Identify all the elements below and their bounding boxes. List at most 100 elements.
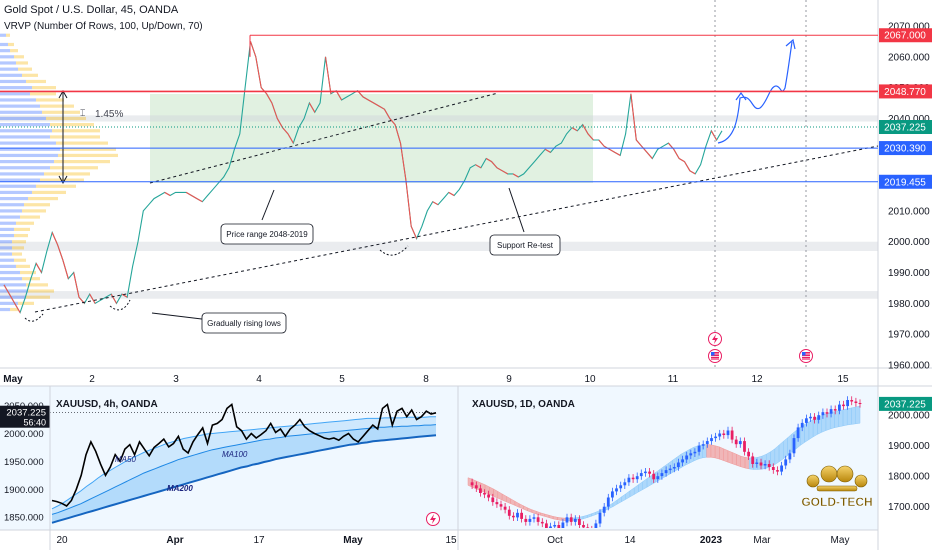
- vrvp-up-bar: [0, 116, 46, 121]
- candle-body: [503, 506, 507, 510]
- pane-4h-title: XAUUSD, 4h, OANDA: [56, 399, 158, 410]
- y-tick-label: 1990.000: [888, 268, 930, 279]
- candle-body: [507, 509, 511, 516]
- price-segment-down: [389, 118, 396, 125]
- vrvp-down-bar: [14, 227, 30, 231]
- rising-support-line[interactable]: [34, 145, 878, 313]
- vrvp-down-bar: [26, 79, 46, 84]
- price-segment-down: [62, 260, 69, 279]
- gold-tech-wordmark: GOLD-TECH: [801, 495, 872, 509]
- candle-body: [829, 409, 833, 414]
- lightning-icon[interactable]: [708, 332, 722, 346]
- ma-ribbon-segment: [719, 446, 724, 461]
- candle-body: [805, 418, 808, 423]
- price-segment-down: [571, 127, 578, 132]
- ma-label: MA50: [115, 455, 136, 464]
- price-segment-down: [164, 191, 171, 196]
- vrvp-up-bar: [0, 92, 30, 96]
- vrvp-down-bar: [18, 301, 34, 305]
- price-segment-down: [266, 93, 273, 104]
- candle-body: [664, 470, 668, 474]
- price-segment-down: [582, 124, 589, 135]
- callout-price-range[interactable]: Price range 2048-2019: [220, 223, 314, 245]
- vrvp-down-bar: [46, 116, 86, 121]
- last-price-tag-1d: [879, 396, 932, 411]
- vrvp-up-bar: [0, 196, 28, 201]
- vrvp-down-bar: [26, 283, 48, 287]
- price-segment-down: [485, 158, 492, 163]
- vrvp-down-bar: [12, 252, 22, 256]
- vrvp-up-bar: [0, 110, 42, 114]
- vrvp-down-bar: [16, 264, 30, 268]
- candle-body: [573, 518, 577, 522]
- ma-ribbon-segment: [821, 413, 827, 433]
- support-zone-band: [0, 291, 878, 299]
- price-level-tag: [879, 120, 932, 135]
- vrvp-up-bar: [0, 258, 14, 262]
- vrvp-down-bar: [16, 221, 34, 225]
- x-tick-label: 2: [89, 374, 95, 385]
- vrvp-up-bar: [0, 135, 50, 139]
- forecast-path[interactable]: [717, 41, 793, 144]
- x-tick-label: 10: [584, 374, 596, 385]
- price-segment-down: [110, 293, 117, 304]
- vrvp-up-bar: [0, 203, 24, 207]
- candle-body: [672, 467, 676, 469]
- ma-ribbon-fill-inner: [52, 424, 436, 523]
- ma-ribbon-segment: [842, 408, 848, 427]
- vrvp-up-bar: [0, 61, 16, 65]
- vrvp-down-bar: [14, 55, 24, 59]
- vrvp-down-bar: [22, 73, 38, 77]
- volume-profile: [0, 33, 118, 312]
- candle-body: [598, 512, 602, 524]
- candle-body: [747, 451, 750, 457]
- candle-body: [606, 497, 610, 507]
- vrvp-up-bar: [0, 252, 12, 256]
- candle-body: [660, 473, 664, 477]
- vrvp-down-bar: [24, 203, 50, 207]
- x-tick-label: 8: [423, 374, 429, 385]
- y-tick-label-1d: 1900.000: [888, 441, 930, 452]
- callout-rising-lows[interactable]: Gradually rising lows: [201, 312, 287, 334]
- candle-body: [623, 482, 627, 486]
- price-level-tag: [879, 141, 932, 156]
- y-tick-label: 2000.000: [888, 237, 930, 248]
- range-box[interactable]: [150, 94, 593, 183]
- candle-body: [771, 467, 775, 470]
- ma-ribbon-segment: [710, 444, 716, 459]
- price-segment-down: [635, 139, 643, 147]
- y-tick-label-4h: 2000.000: [4, 429, 44, 440]
- candle-body: [602, 506, 606, 513]
- x-tick-label: 9: [506, 374, 512, 385]
- candle-body: [838, 404, 841, 411]
- vrvp-up-bar: [0, 147, 60, 151]
- price-segment-down: [475, 164, 482, 169]
- ma-ribbon-segment: [723, 448, 729, 463]
- ma-label: MA200: [167, 484, 193, 493]
- callout-support-retest[interactable]: Support Re-test: [489, 234, 561, 256]
- candle-body: [499, 504, 503, 507]
- us-flag-icon[interactable]: [799, 349, 813, 363]
- vrvp-down-bar: [22, 209, 46, 213]
- price-segment-down: [587, 133, 594, 141]
- candle-body: [743, 441, 746, 452]
- vrvp-down-bar: [58, 153, 118, 158]
- candle-body: [652, 473, 656, 480]
- lightning-icon[interactable]: [426, 512, 440, 526]
- vrvp-up-bar: [0, 227, 14, 231]
- candle-body: [487, 494, 490, 498]
- price-segment-down: [689, 170, 696, 175]
- vrvp-down-bar: [30, 92, 56, 96]
- price-segment-down: [410, 226, 418, 239]
- us-flag-icon[interactable]: [708, 349, 722, 363]
- x-tick-label: 12: [751, 374, 763, 385]
- candle-body: [759, 462, 763, 466]
- vrvp-up-bar: [0, 264, 16, 268]
- candle-body: [796, 427, 800, 439]
- candle-body: [656, 476, 660, 480]
- ma-ribbon-segment: [846, 407, 852, 426]
- candle-body: [483, 493, 486, 495]
- price-segment-down: [73, 272, 80, 298]
- pane-1d-title: XAUUSD, 1D, OANDA: [472, 399, 575, 410]
- candle-body: [800, 422, 804, 428]
